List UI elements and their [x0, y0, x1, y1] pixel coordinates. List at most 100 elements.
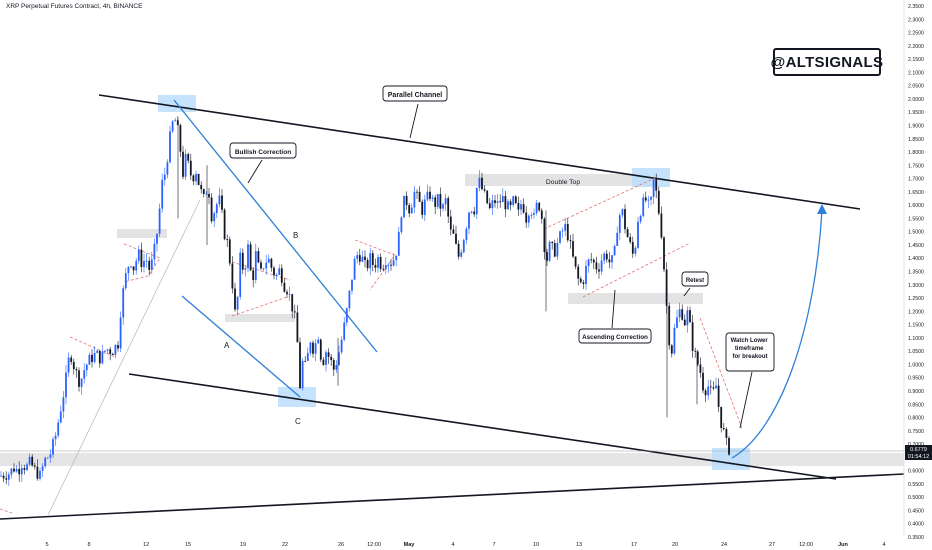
candle-body: [491, 200, 494, 209]
candle-body: [273, 267, 275, 276]
candle-body: [28, 456, 31, 465]
candle-body: [312, 342, 314, 354]
candle-body: [75, 369, 78, 371]
y-tick-label: 1.0000: [908, 362, 924, 368]
candle-body: [405, 195, 408, 206]
candle-body: [660, 213, 663, 238]
callout-ascending-correction: Ascending Correction: [578, 289, 652, 344]
x-tick-label: 4: [882, 542, 885, 548]
x-tick-label: 5: [45, 542, 48, 548]
candle-body: [587, 259, 590, 267]
candle-body: [317, 339, 320, 344]
candle-body: [322, 359, 325, 365]
y-tick-label: 0.4500: [908, 508, 924, 514]
candle-body: [215, 204, 218, 214]
candle-body: [369, 253, 372, 269]
candle-body: [104, 350, 106, 352]
candle-body: [10, 468, 13, 475]
candle-body: [681, 309, 684, 320]
candle-body: [247, 244, 249, 269]
candle-body: [473, 211, 476, 215]
candle-body: [265, 262, 268, 269]
candle-body: [18, 468, 21, 475]
candle-body: [382, 268, 385, 270]
candle-body: [462, 240, 465, 253]
candle-body: [114, 344, 117, 355]
x-tick-label: 12:00: [799, 542, 813, 548]
time-axis[interactable]: 5 8 12 15 19 22 26 12:00 May 4 7 10 13 17 20 24 27 12:00 J…: [45, 542, 885, 548]
candle-body: [109, 349, 112, 354]
candle-body: [429, 191, 431, 199]
candle-body: [325, 352, 327, 365]
candle-body: [49, 454, 52, 458]
y-tick-label: 1.3500: [908, 270, 924, 276]
candle-body: [421, 201, 424, 215]
candle-body: [517, 203, 520, 210]
candle-body: [686, 310, 689, 326]
candle-body: [166, 162, 169, 175]
parallel-channel-label: Parallel Channel: [388, 92, 443, 99]
candle-body: [530, 214, 533, 216]
candles: [0, 116, 730, 486]
candle-body: [2, 475, 5, 479]
candle-body: [488, 203, 491, 209]
candle-body: [676, 317, 678, 328]
candle-body: [582, 282, 585, 284]
candle-body: [722, 427, 725, 430]
candle-body: [574, 256, 577, 267]
y-tick-label: 2.3000: [908, 17, 924, 23]
candle-body: [470, 211, 473, 213]
callout-bullish-correction: Bullish Correction: [229, 142, 297, 184]
candle-body: [408, 205, 411, 214]
candle-body: [5, 478, 8, 480]
candle-body: [460, 252, 463, 257]
thin-trend-line: [47, 199, 201, 516]
bullish-correction-label: Bullish Correction: [235, 149, 291, 156]
candle-body: [621, 209, 624, 216]
candle-body: [57, 422, 60, 436]
y-tick-label: 0.5500: [908, 482, 924, 488]
candle-body: [353, 258, 356, 280]
candle-body: [231, 263, 234, 289]
candle-body: [600, 260, 603, 272]
candle-body: [296, 312, 299, 343]
y-tick-label: 1.6500: [908, 190, 924, 196]
candle-body: [553, 243, 556, 257]
candle-body: [387, 264, 390, 266]
candle-body: [397, 232, 400, 256]
candle-body: [93, 352, 96, 362]
y-tick-label: 1.5000: [908, 230, 924, 236]
candle-body: [228, 239, 231, 264]
candle-body: [691, 322, 694, 351]
y-tick-label: 0.8000: [908, 416, 924, 422]
x-tick-label: 7: [492, 542, 495, 548]
candle-body: [239, 252, 242, 297]
zone-support: [0, 453, 904, 466]
x-tick-label: 10: [533, 542, 539, 548]
candle-body: [629, 237, 632, 243]
candle-body: [202, 189, 205, 194]
x-tick-label: 22: [282, 542, 288, 548]
x-tick-label: 12: [143, 542, 149, 548]
candle-body: [140, 249, 143, 267]
price-axis[interactable]: 2.3500 2.3000 2.2500 2.2000 2.1500 2.1000 2.05…: [908, 4, 924, 541]
candle-body: [7, 474, 10, 480]
x-tick-label: May: [404, 542, 416, 548]
candle-body: [439, 194, 442, 209]
dashed-lines: [0, 177, 743, 514]
y-tick-label: 0.5000: [908, 495, 924, 501]
candle-body: [338, 352, 340, 366]
candle-body: [569, 240, 572, 242]
candle-body: [556, 242, 559, 257]
candle-body: [501, 196, 504, 203]
callout-parallel-channel: Parallel Channel: [382, 85, 448, 139]
candle-body: [234, 288, 236, 310]
candle-body: [413, 191, 416, 208]
candle-body: [163, 174, 166, 180]
candle-body: [499, 201, 502, 203]
candle-body: [548, 241, 551, 261]
candle-body: [241, 252, 244, 270]
support-line: [0, 473, 905, 520]
